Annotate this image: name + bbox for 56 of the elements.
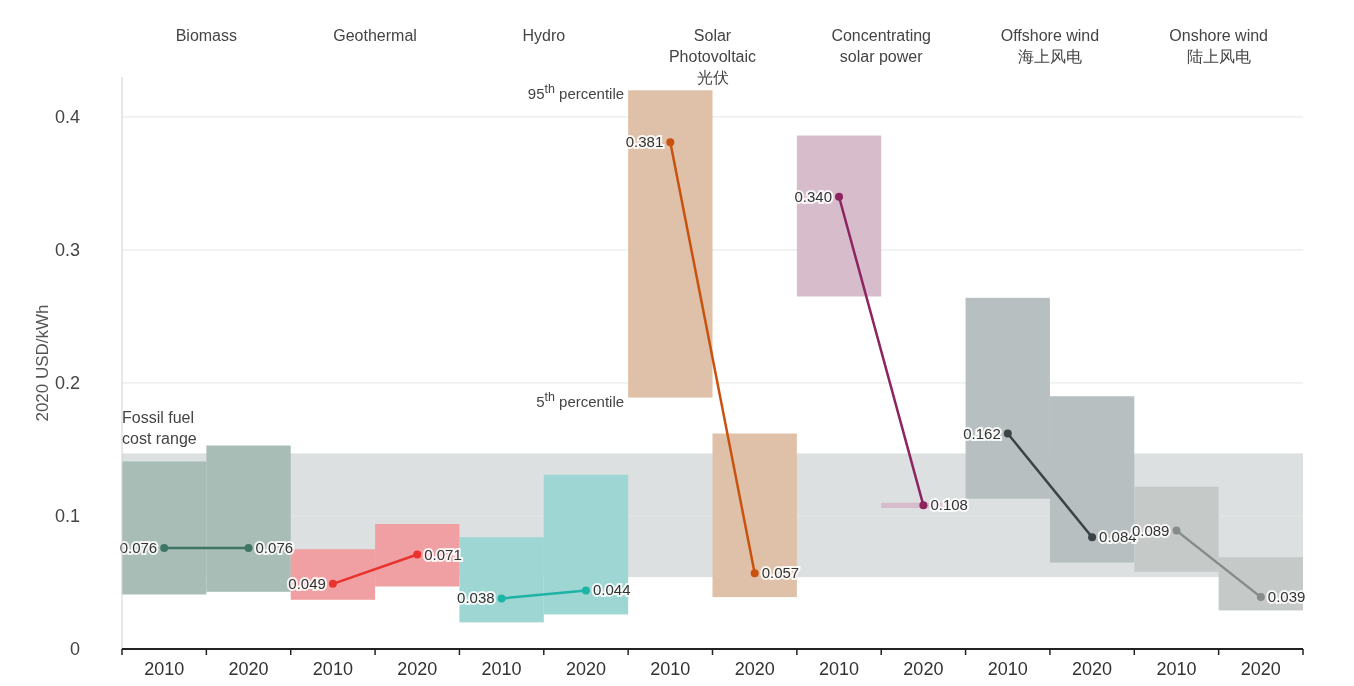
point [750,569,759,578]
point [666,138,675,147]
x-tick-label: 2010 [1156,659,1197,679]
bar [628,90,713,398]
data-label: 0.071 [424,545,462,563]
x-tick-label: 2020 [903,659,944,679]
x-tick-label: 2010 [144,659,185,679]
x-tick-label: 2010 [481,659,522,679]
point [1172,526,1181,535]
data-label: 0.049 [288,574,326,592]
x-tick-label: 2010 [312,659,353,679]
data-label: 0.039 [1267,588,1306,606]
point [244,543,253,552]
point [160,543,169,552]
point [328,579,337,588]
point [1088,533,1097,542]
x-tick-label: 2010 [987,659,1028,679]
text: Geothermal [332,26,418,46]
data-label: 0.381 [625,133,664,151]
text: Onshore wind 陆上风电 [1168,26,1269,67]
x-tick-label: 2020 [397,659,438,679]
y-tick-label: 0.2 [54,372,80,393]
point [1256,593,1265,602]
text: Concentrating solar power [830,26,932,67]
y-tick-label: 0.1 [54,505,80,526]
annotation: 95$^{th}$ percentile [526,81,625,105]
text: Biomass [174,26,238,46]
point [835,192,844,201]
annotation: 5$^{th}$ percentile [535,388,625,412]
bar [796,135,882,297]
x-tick-label: 2010 [650,659,691,679]
data-label: 0.340 [794,187,833,205]
x-tick-label: 2020 [1072,659,1113,679]
text: Hydro [521,26,567,46]
x-tick-label: 2020 [1240,659,1281,679]
point [581,586,590,595]
point [497,594,506,603]
y-tick-label: 0.3 [54,239,80,260]
y-tick-label: 0 [69,639,80,659]
bar [712,433,797,598]
band-label: Fossil fuel cost range [122,408,198,450]
x-tick-label: 2010 [819,659,860,679]
data-label: 0.162 [963,424,1001,442]
data-label: 0.076 [255,538,294,556]
annotation: Solar Photovoltaic 光伏 [667,26,758,88]
data-label: 0.057 [761,564,800,582]
point [1003,429,1012,438]
data-label: 0.108 [930,496,968,514]
x-tick-label: 2020 [565,659,606,679]
text: Offshore wind 海上风电 [999,26,1101,67]
y-axis-title: 2020 USD/kWh [33,304,52,422]
x-tick-label: 2020 [734,659,775,679]
point [413,550,422,559]
point [919,501,928,510]
x-tick-label: 2020 [228,659,269,679]
y-tick-label: 0.4 [54,106,80,127]
